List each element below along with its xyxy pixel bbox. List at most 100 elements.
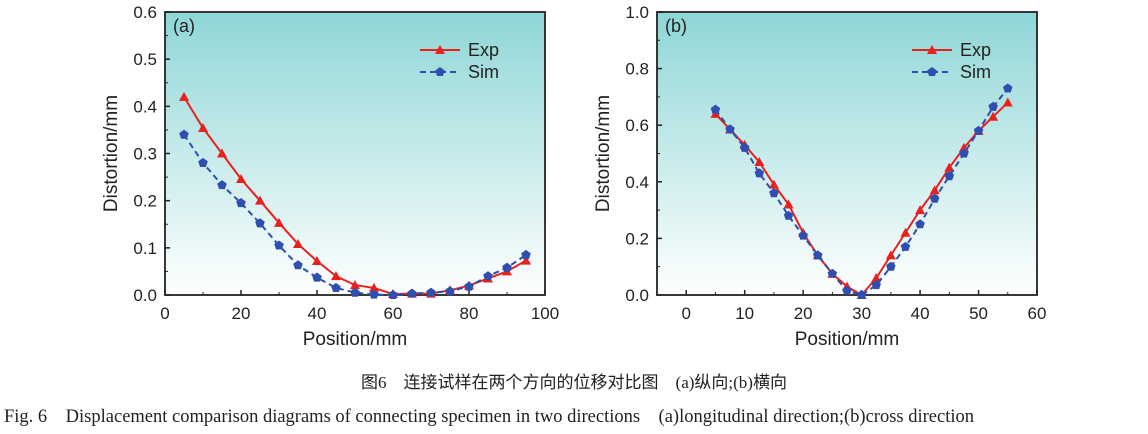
- series-sim: [710, 83, 1013, 299]
- plot-area: [657, 12, 1037, 295]
- sim-marker: [312, 272, 322, 282]
- x-tick-label: 20: [794, 304, 813, 323]
- sim-marker: [388, 290, 398, 299]
- x-tick-label: 0: [160, 304, 169, 323]
- y-tick-label: 0.6: [625, 116, 649, 135]
- sim-marker: [856, 290, 867, 299]
- sim-marker: [973, 125, 984, 135]
- exp-marker: [988, 111, 999, 121]
- x-tick-label: 40: [308, 304, 327, 323]
- exp-marker: [768, 179, 779, 189]
- exp-marker: [944, 162, 955, 172]
- y-tick-label: 0.4: [133, 97, 157, 116]
- sim-marker: [927, 67, 937, 76]
- sim-marker: [483, 271, 493, 281]
- y-tick-label: 1.0: [625, 3, 649, 22]
- exp-marker: [217, 148, 227, 158]
- y-tick-label: 0.2: [133, 192, 157, 211]
- caption-english: Fig. 6 Displacement comparison diagrams …: [4, 407, 974, 427]
- sim-line: [714, 87, 1009, 297]
- sim-marker: [871, 280, 881, 290]
- exp-marker: [783, 199, 794, 209]
- sim-marker: [236, 198, 246, 208]
- sim-marker: [350, 287, 360, 297]
- exp-marker: [929, 185, 940, 195]
- exp-marker: [350, 280, 360, 290]
- sim-marker: [827, 268, 838, 278]
- legend-label: Sim: [960, 62, 991, 82]
- exp-marker: [369, 282, 379, 292]
- y-tick-label: 0.6: [133, 3, 157, 22]
- y-tick-label: 0.0: [133, 286, 157, 305]
- x-tick-label: 10: [735, 304, 754, 323]
- y-axis-label: Distortion/mm: [593, 95, 614, 212]
- sim-marker: [783, 210, 794, 220]
- exp-marker: [435, 45, 445, 54]
- x-tick-label: 60: [384, 304, 403, 323]
- sim-marker: [502, 262, 512, 272]
- axes-frame: [656, 11, 1038, 296]
- y-tick-label: 0.8: [625, 60, 649, 79]
- sim-marker: [886, 261, 896, 271]
- plot-area: [165, 12, 545, 295]
- sim-marker: [900, 241, 911, 251]
- series-sim: [179, 129, 531, 299]
- exp-marker: [236, 173, 246, 183]
- x-tick-label: 20: [232, 304, 251, 323]
- exp-marker: [900, 227, 911, 237]
- sim-marker: [739, 142, 750, 152]
- exp-marker: [293, 239, 303, 249]
- x-tick-label: 80: [460, 304, 479, 323]
- sim-marker: [521, 249, 531, 259]
- sim-marker: [813, 250, 823, 260]
- sim-marker: [988, 101, 998, 111]
- sim-marker: [842, 285, 852, 295]
- exp-marker: [198, 123, 208, 133]
- sim-marker: [754, 168, 765, 178]
- legend-label: Exp: [468, 40, 499, 60]
- sim-marker: [255, 218, 265, 228]
- sim-marker: [274, 240, 284, 250]
- exp-marker: [1002, 97, 1013, 107]
- sim-marker: [331, 282, 341, 292]
- panel-label: (a): [173, 16, 195, 36]
- exp-marker: [331, 271, 341, 281]
- figure: 0 20 40 60 80 100 0.0 0.1 0.2 0.3 0.4 0.5 0.6 Positio…: [101, 3, 1046, 350]
- exp-marker: [521, 255, 531, 265]
- y-tick-label: 0.1: [133, 239, 157, 258]
- sim-marker: [769, 188, 779, 198]
- y-tick-label: 0.3: [133, 145, 157, 164]
- x-axis-label: Position/mm: [303, 329, 408, 350]
- exp-marker: [179, 91, 189, 101]
- exp-marker: [885, 250, 896, 260]
- sim-marker: [435, 67, 445, 76]
- sim-marker: [959, 148, 969, 158]
- sim-marker: [217, 180, 227, 190]
- chart-panel-0: 0 20 40 60 80 100 0.0 0.1 0.2 0.3 0.4 0.5 0.6 Positio…: [101, 3, 559, 350]
- x-tick-label: 30: [852, 304, 871, 323]
- sim-marker: [710, 104, 721, 114]
- exp-marker: [255, 195, 265, 205]
- sim-marker: [445, 286, 455, 296]
- sim-marker: [407, 288, 417, 298]
- exp-marker: [871, 273, 882, 283]
- legend-label: Sim: [468, 62, 499, 82]
- sim-marker: [929, 193, 940, 203]
- exp-marker: [927, 45, 937, 54]
- sim-marker: [915, 219, 925, 229]
- y-tick-label: 0.0: [625, 286, 649, 305]
- exp-marker: [312, 256, 322, 266]
- y-tick-label: 0.2: [625, 229, 649, 248]
- y-tick-label: 0.4: [625, 173, 649, 192]
- sim-marker: [179, 129, 189, 139]
- chart-panel-1: 0 10 20 30 40 50 60 0.0 0.2 0.4 0.6 0.8 1.0 Position/…: [593, 3, 1046, 350]
- x-tick-label: 100: [531, 304, 559, 323]
- y-tick-label: 0.5: [133, 50, 157, 69]
- exp-marker: [915, 205, 926, 215]
- legend-label: Exp: [960, 40, 991, 60]
- sim-marker: [198, 157, 208, 167]
- x-tick-label: 60: [1028, 304, 1047, 323]
- panel-label: (b): [665, 16, 687, 36]
- sim-marker: [426, 287, 436, 297]
- caption-chinese: 图6 连接试样在两个方向的位移对比图 (a)纵向;(b)横向: [361, 373, 787, 392]
